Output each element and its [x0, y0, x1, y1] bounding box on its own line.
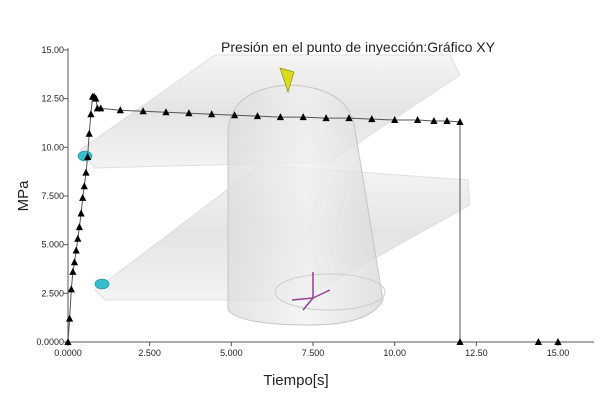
dome-base — [274, 273, 386, 311]
y-tick-label: 12.50 — [41, 94, 64, 104]
series-line — [67, 96, 558, 343]
data-point-marker — [77, 209, 85, 217]
x-tick-label: 7.500 — [302, 348, 325, 358]
data-point-marker — [80, 182, 88, 190]
data-point-marker — [231, 111, 239, 119]
data-point-marker — [116, 106, 124, 114]
y-tick-label: 7.500 — [41, 191, 64, 201]
data-point-marker — [85, 129, 93, 137]
data-point-marker — [430, 117, 438, 124]
data-point-marker — [74, 234, 82, 242]
y-tick-label: 0.0000 — [36, 337, 64, 347]
data-point-marker — [299, 113, 307, 121]
y-tick-label: 2.500 — [41, 288, 64, 298]
data-point-marker — [456, 118, 464, 125]
axis-triad-icon — [291, 272, 331, 311]
data-point-marker — [443, 117, 451, 124]
data-point-marker — [70, 258, 79, 266]
data-point-marker — [92, 94, 100, 102]
gate-marker-icon — [77, 150, 110, 290]
x-tick-label: 15.00 — [547, 348, 570, 358]
data-point-marker — [139, 107, 147, 115]
x-tick-label: 2.500 — [138, 348, 161, 358]
part-model-image — [77, 54, 471, 326]
series-layer — [64, 92, 562, 345]
data-point-marker — [97, 104, 105, 112]
dome-part — [227, 84, 384, 326]
x-tick-label: 5.000 — [220, 348, 243, 358]
data-point-marker — [208, 110, 216, 118]
data-point-marker — [162, 108, 170, 116]
x-tick-label: 12.50 — [465, 348, 488, 358]
x-tick-label: 0.0000 — [54, 348, 82, 358]
data-point-marker — [185, 109, 193, 117]
chart-title: Presión en el punto de inyección:Gráfico… — [221, 39, 496, 55]
y-tick-label: 15.00 — [41, 45, 64, 55]
data-point-marker — [554, 338, 562, 345]
data-point-marker — [391, 116, 399, 123]
data-point-marker — [82, 168, 90, 176]
data-point-marker — [414, 116, 422, 123]
data-point-marker — [72, 246, 80, 254]
data-point-marker — [345, 114, 353, 122]
data-point-marker — [322, 114, 330, 122]
data-point-marker — [84, 153, 92, 160]
y-axis-title: MPa — [15, 180, 32, 212]
data-point-marker — [66, 314, 74, 322]
x-axis-title: Tiempo[s] — [263, 372, 328, 389]
data-point-marker — [87, 110, 95, 118]
y-ticks: 0.0000 2.500 5.000 7.500 10.00 12.50 15.00 — [36, 45, 68, 347]
data-point-marker — [67, 285, 75, 293]
x-ticks: 0.0000 2.500 5.000 7.500 10.00 12.50 15.00 — [54, 342, 569, 358]
y-tick-label: 5.000 — [41, 240, 64, 250]
data-point-marker — [75, 223, 83, 231]
data-point-marker — [534, 338, 542, 345]
data-point-marker — [64, 338, 72, 345]
data-point-marker — [69, 267, 77, 275]
data-point-marker — [253, 112, 262, 120]
y-tick-label: 10.00 — [41, 142, 64, 152]
data-point-marker — [368, 115, 376, 123]
injection-cone-icon — [279, 67, 295, 94]
x-tick-label: 10.00 — [383, 348, 406, 358]
data-point-marker — [276, 113, 284, 121]
data-point-marker — [79, 193, 87, 201]
data-point-marker — [456, 338, 464, 345]
